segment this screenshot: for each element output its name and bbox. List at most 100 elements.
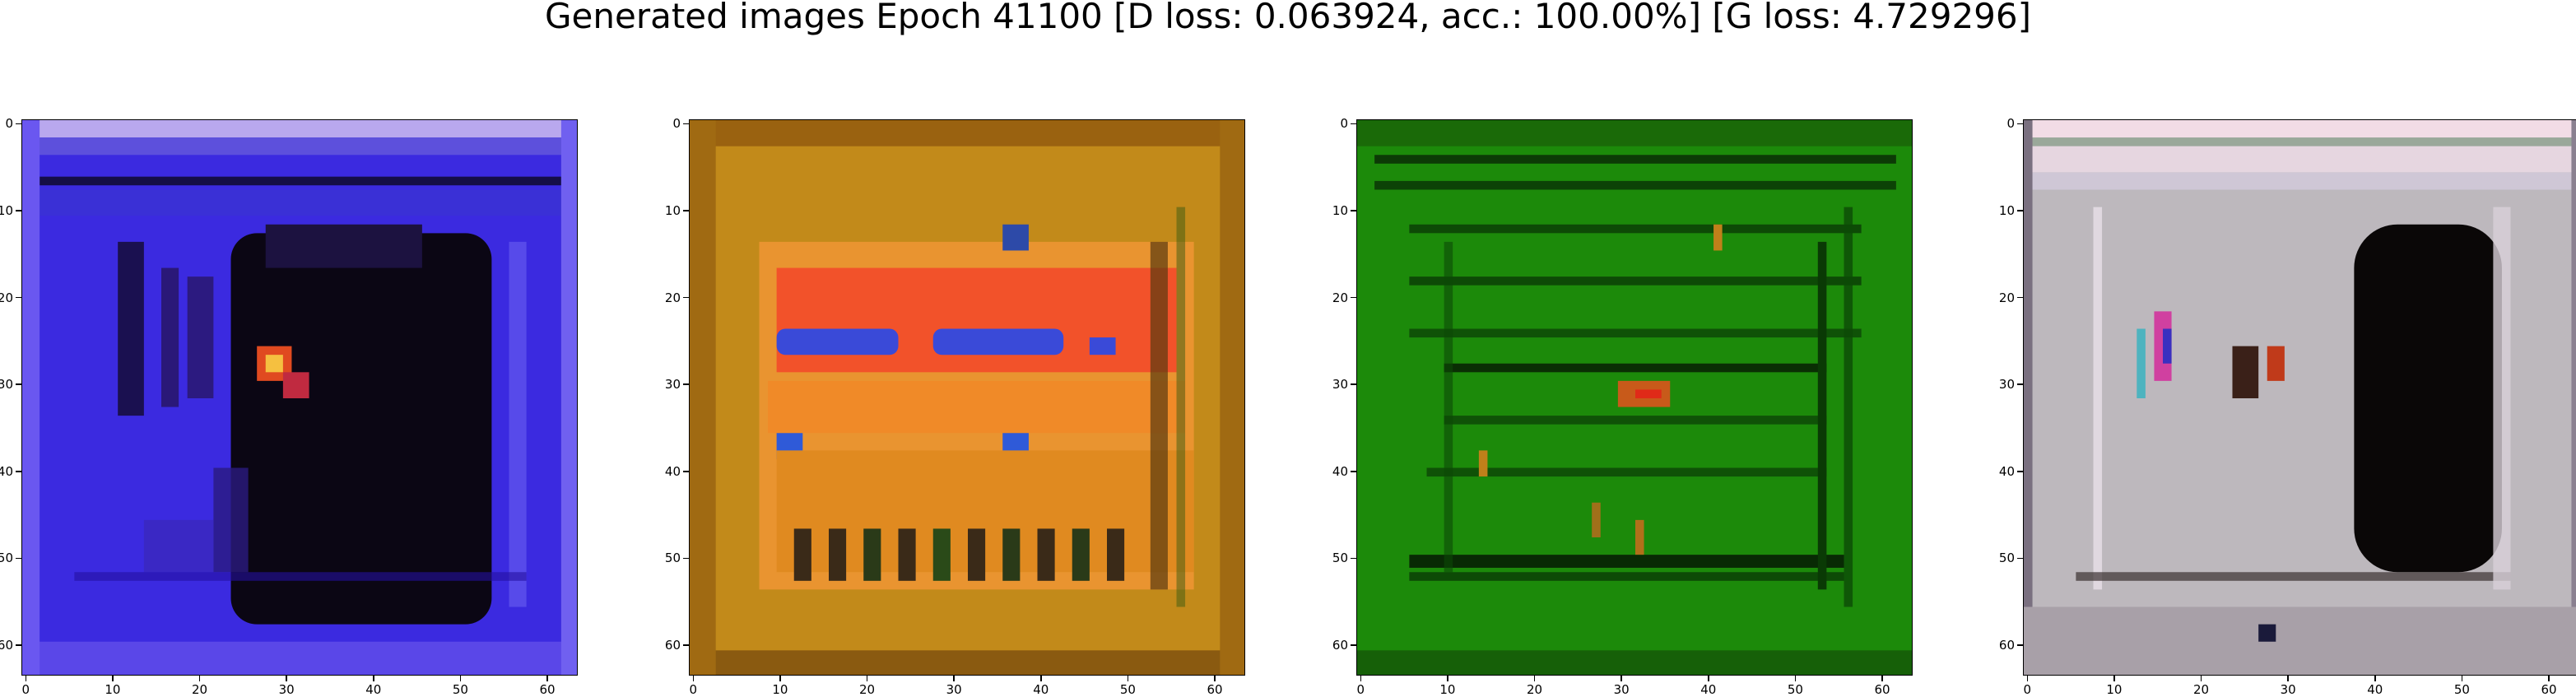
x-tick bbox=[2374, 676, 2376, 681]
y-tick-label: 50 bbox=[1332, 551, 1348, 566]
y-tick-label: 60 bbox=[664, 638, 681, 653]
generated-image-3 bbox=[1357, 120, 1912, 675]
x-tick-label: 0 bbox=[689, 682, 698, 697]
y-tick bbox=[683, 557, 689, 560]
y-tick bbox=[683, 471, 689, 472]
y-tick bbox=[16, 210, 21, 211]
x-tick bbox=[2461, 676, 2463, 681]
y-tick bbox=[683, 296, 689, 299]
y-tick-label: 30 bbox=[1332, 377, 1348, 393]
x-tick-label: 40 bbox=[1700, 682, 1717, 697]
y-tick-label: 20 bbox=[1332, 290, 1348, 305]
y-tick-label: 0 bbox=[1340, 116, 1348, 132]
y-tick bbox=[16, 557, 21, 560]
x-tick-label: 30 bbox=[2280, 682, 2296, 697]
generated-image-panel-1 bbox=[21, 119, 578, 676]
y-tick bbox=[2017, 296, 2023, 299]
y-tick-label: 30 bbox=[664, 377, 681, 393]
x-tick-label: 60 bbox=[539, 682, 556, 697]
x-tick bbox=[2287, 676, 2289, 681]
x-tick bbox=[1040, 676, 1042, 681]
x-tick bbox=[779, 676, 781, 681]
y-tick bbox=[2017, 471, 2023, 472]
x-tick bbox=[198, 676, 201, 681]
x-tick bbox=[1533, 676, 1536, 681]
y-tick-label: 40 bbox=[664, 463, 681, 479]
x-tick bbox=[1127, 676, 1129, 681]
y-tick-label: 10 bbox=[664, 202, 681, 218]
y-tick bbox=[2017, 644, 2023, 646]
y-tick-label: 50 bbox=[0, 551, 13, 566]
x-tick-label: 20 bbox=[2192, 682, 2210, 697]
y-tick bbox=[16, 296, 21, 299]
y-tick-label: 60 bbox=[1332, 638, 1348, 653]
y-tick bbox=[1351, 644, 1356, 646]
x-tick bbox=[866, 676, 868, 681]
generated-image-2 bbox=[690, 120, 1244, 675]
y-tick bbox=[683, 644, 689, 646]
y-tick-label: 50 bbox=[1998, 551, 2015, 566]
x-tick-label: 50 bbox=[452, 682, 468, 697]
x-tick-label: 50 bbox=[1787, 682, 1803, 697]
y-tick bbox=[1351, 296, 1356, 299]
y-tick-label: 0 bbox=[5, 116, 13, 132]
x-tick bbox=[1881, 676, 1883, 681]
x-tick-label: 20 bbox=[191, 682, 208, 697]
y-tick-label: 20 bbox=[664, 290, 681, 305]
y-tick bbox=[683, 210, 689, 211]
y-tick-label: 60 bbox=[1998, 638, 2015, 653]
x-tick bbox=[1620, 676, 1622, 681]
x-tick bbox=[1708, 676, 1709, 681]
y-tick-label: 50 bbox=[664, 551, 681, 566]
x-tick-label: 30 bbox=[946, 682, 962, 697]
x-tick bbox=[546, 676, 548, 681]
y-tick-label: 40 bbox=[1998, 463, 2015, 479]
x-tick-label: 20 bbox=[1526, 682, 1543, 697]
x-tick bbox=[2548, 676, 2550, 681]
x-tick bbox=[1794, 676, 1797, 681]
y-tick-label: 10 bbox=[1332, 202, 1348, 218]
y-tick bbox=[16, 123, 21, 125]
y-tick-label: 10 bbox=[1998, 202, 2015, 218]
x-tick-label: 40 bbox=[365, 682, 382, 697]
y-tick-label: 60 bbox=[0, 638, 13, 653]
x-tick-label: 50 bbox=[1119, 682, 1136, 697]
y-tick-label: 40 bbox=[1332, 463, 1348, 479]
x-tick bbox=[112, 676, 114, 681]
x-tick-label: 60 bbox=[2541, 682, 2557, 697]
generated-image-panel-2 bbox=[689, 119, 1245, 676]
x-tick bbox=[2026, 676, 2029, 681]
y-tick bbox=[683, 383, 689, 385]
y-tick-label: 40 bbox=[0, 463, 13, 479]
x-tick-label: 10 bbox=[105, 682, 121, 697]
generated-image-1 bbox=[22, 120, 577, 675]
y-tick-label: 0 bbox=[2006, 116, 2015, 132]
y-tick bbox=[16, 383, 21, 385]
x-tick-label: 20 bbox=[858, 682, 876, 697]
y-tick-label: 0 bbox=[672, 116, 681, 132]
y-tick bbox=[1351, 557, 1356, 560]
y-tick-label: 30 bbox=[1998, 377, 2015, 393]
x-tick-label: 40 bbox=[2367, 682, 2383, 697]
x-tick-label: 10 bbox=[2106, 682, 2123, 697]
x-tick-label: 0 bbox=[2023, 682, 2032, 697]
x-tick bbox=[1214, 676, 1216, 681]
y-tick-label: 10 bbox=[0, 202, 13, 218]
y-tick bbox=[2017, 123, 2023, 125]
x-tick bbox=[2113, 676, 2115, 681]
x-tick-label: 0 bbox=[21, 682, 30, 697]
x-tick-label: 0 bbox=[1356, 682, 1365, 697]
y-tick bbox=[16, 471, 21, 472]
x-tick-label: 10 bbox=[1439, 682, 1456, 697]
x-tick-label: 60 bbox=[1207, 682, 1223, 697]
x-tick-label: 60 bbox=[1874, 682, 1890, 697]
y-tick-label: 20 bbox=[1998, 290, 2015, 305]
y-tick bbox=[2017, 383, 2023, 385]
x-tick bbox=[1447, 676, 1448, 681]
x-tick bbox=[25, 676, 27, 681]
x-tick bbox=[459, 676, 462, 681]
x-tick bbox=[1360, 676, 1362, 681]
x-tick-label: 50 bbox=[2453, 682, 2470, 697]
x-tick-label: 40 bbox=[1033, 682, 1049, 697]
y-tick bbox=[16, 644, 21, 646]
